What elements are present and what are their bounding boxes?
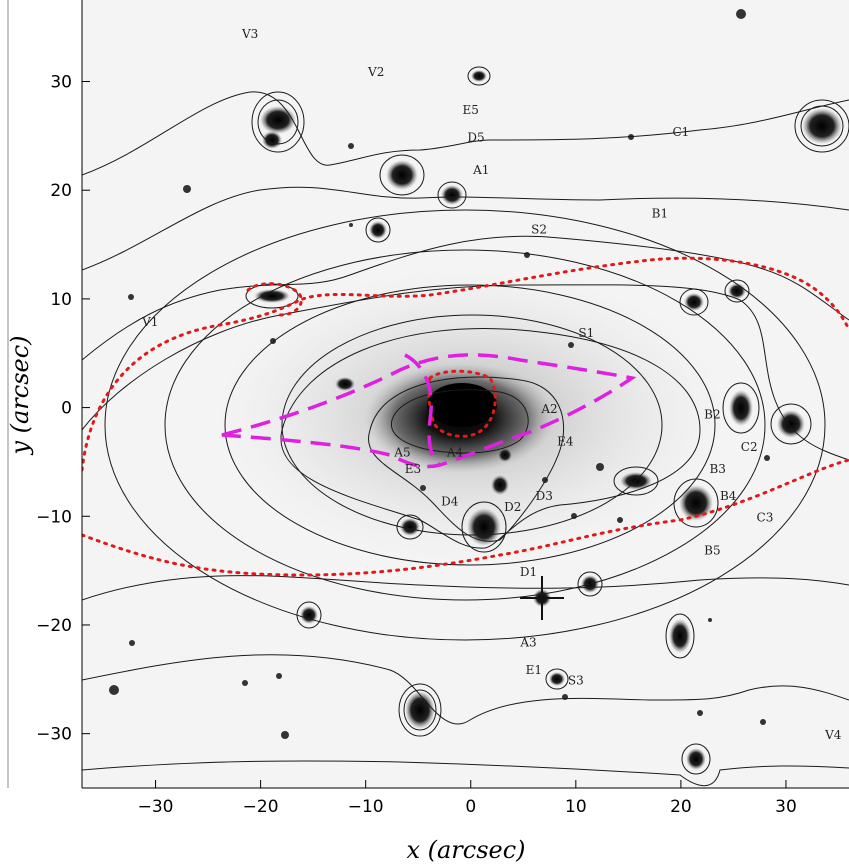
y-tick-label: 0 (61, 399, 72, 419)
image-label-a5: A5 (393, 445, 410, 459)
image-label-s1: S1 (578, 326, 594, 340)
image-label-s3: S3 (568, 674, 584, 688)
image-label-c2: C2 (741, 440, 758, 454)
image-label-d5: D5 (467, 130, 484, 144)
image-label-b3: B3 (709, 462, 725, 476)
x-axis-ticks: −30 −20 −10 0 10 20 30 (138, 780, 797, 817)
image-label-b5: B5 (704, 543, 720, 557)
image-label-b4: B4 (720, 489, 737, 503)
image-label-v1: V1 (141, 315, 158, 329)
x-tick-label: 10 (565, 797, 587, 817)
x-tick-label: 30 (775, 797, 797, 817)
image-label-a3: A3 (519, 636, 536, 650)
image-labels: V3 V2 E5 D5 C1 A1 B1 S2 V1 S1 A2 B2 E4 C2 A5 A4 E3 B3 B4 D4… (141, 27, 842, 742)
x-tick-label: −20 (243, 797, 279, 817)
image-label-v2: V2 (367, 65, 384, 79)
bcg-core (427, 383, 497, 427)
image-label-e4: E4 (557, 435, 574, 449)
x-tick-label: −30 (138, 797, 174, 817)
x-tick-label: 0 (465, 797, 476, 817)
image-label-c1: C1 (672, 125, 689, 139)
mass-contours (82, 66, 849, 787)
image-label-v3: V3 (241, 27, 258, 41)
image-label-s2: S2 (531, 223, 547, 237)
image-label-a2: A2 (540, 402, 557, 416)
image-label-e5: E5 (463, 103, 479, 117)
image-label-b2: B2 (704, 407, 720, 421)
x-tick-label: 20 (670, 797, 692, 817)
y-axis-title: y (arcsec) (6, 335, 34, 455)
y-axis-ticks: 30 20 10 0 −10 −20 −30 (36, 73, 90, 745)
image-label-d2: D2 (504, 500, 521, 514)
image-label-c3: C3 (757, 511, 774, 525)
image-label-a1: A1 (472, 163, 489, 177)
cluster-galaxies (254, 70, 842, 770)
y-tick-label: 10 (50, 290, 72, 310)
image-label-d3: D3 (536, 489, 553, 503)
x-axis-title: x (arcsec) (406, 836, 525, 864)
image-label-d4: D4 (441, 494, 459, 508)
image-label-v4: V4 (824, 728, 842, 742)
axes (7, 0, 849, 789)
image-label-d1: D1 (520, 565, 537, 579)
image-label-a4: A4 (446, 445, 464, 459)
y-tick-label: 30 (50, 73, 72, 93)
bright-star (520, 576, 564, 620)
x-tick-label: −10 (348, 797, 384, 817)
y-tick-label: −30 (36, 725, 72, 745)
caustic-curve (221, 353, 637, 469)
y-tick-label: 20 (50, 181, 72, 201)
y-tick-label: −10 (36, 507, 72, 527)
y-tick-label: −20 (36, 616, 72, 636)
image-label-e1: E1 (526, 663, 542, 677)
image-label-b1: B1 (652, 206, 668, 220)
image-label-e3: E3 (405, 462, 421, 476)
